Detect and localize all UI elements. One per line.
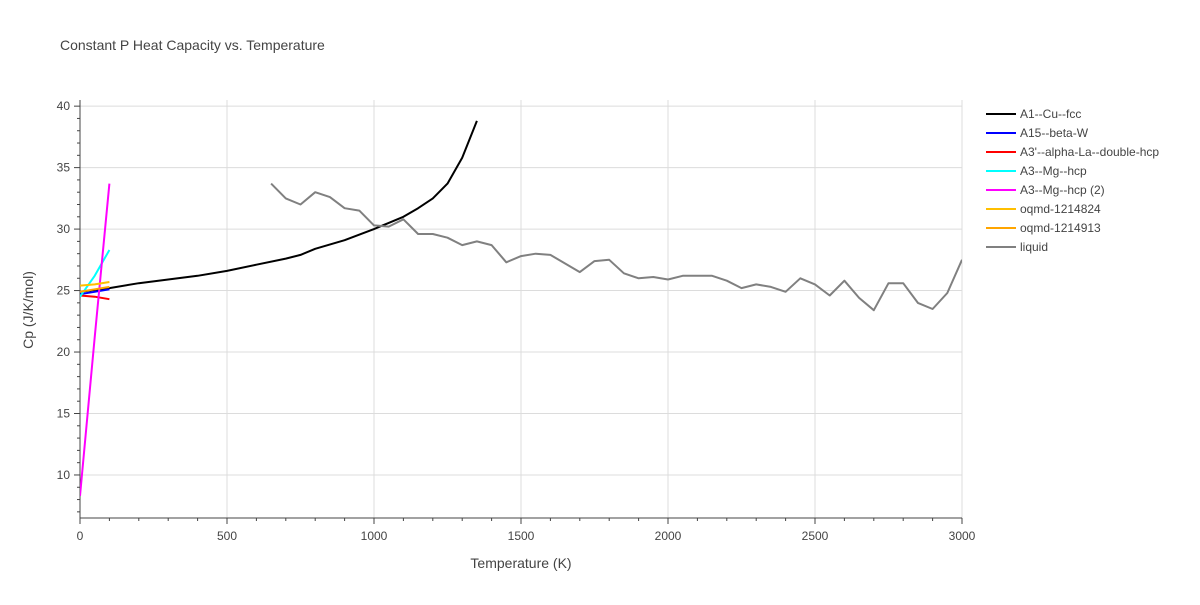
y-axis-label: Cp (J/K/mol) bbox=[20, 271, 36, 349]
y-tick-label: 25 bbox=[57, 284, 71, 298]
legend-label: oqmd-1214824 bbox=[1020, 202, 1101, 216]
x-tick-label: 500 bbox=[217, 529, 237, 543]
y-tick-label: 20 bbox=[57, 345, 71, 359]
legend-label: A1--Cu--fcc bbox=[1020, 107, 1081, 121]
legend-label: A15--beta-W bbox=[1020, 126, 1089, 140]
y-tick-label: 15 bbox=[57, 407, 71, 421]
series-line-5 bbox=[80, 281, 110, 287]
series-line-2 bbox=[80, 294, 110, 301]
chart-title: Constant P Heat Capacity vs. Temperature bbox=[60, 37, 325, 53]
x-tick-label: 1500 bbox=[508, 529, 535, 543]
y-tick-label: 40 bbox=[57, 99, 71, 113]
series-line-6 bbox=[80, 285, 110, 293]
grid bbox=[79, 100, 963, 518]
legend-label: A3--Mg--hcp bbox=[1020, 164, 1087, 178]
series-line-1 bbox=[80, 288, 110, 296]
x-tick-label: 1000 bbox=[361, 529, 388, 543]
x-tick-label: 0 bbox=[77, 529, 84, 543]
y-tick-label: 10 bbox=[57, 468, 71, 482]
legend-label: A3'--alpha-La--double-hcp bbox=[1020, 145, 1159, 159]
y-tick-label: 30 bbox=[57, 222, 71, 236]
x-tick-label: 2500 bbox=[802, 529, 829, 543]
y-tick-label: 35 bbox=[57, 161, 71, 175]
x-axis-label: Temperature (K) bbox=[470, 555, 571, 571]
x-tick-label: 2000 bbox=[655, 529, 682, 543]
series-line-3 bbox=[80, 249, 111, 298]
legend-label: oqmd-1214913 bbox=[1020, 221, 1101, 235]
axes: 0 500 1000 1500 2000 2500 3000 10 15 20 25 30 35 40 bbox=[57, 99, 976, 543]
series-lines bbox=[80, 120, 962, 496]
series-line-7 bbox=[270, 182, 962, 312]
legend: A1--Cu--fcc A15--beta-W A3'--alpha-La--dou… bbox=[986, 107, 1159, 254]
series-line-0 bbox=[80, 120, 478, 293]
legend-label: A3--Mg--hcp (2) bbox=[1020, 183, 1105, 197]
x-tick-label: 3000 bbox=[949, 529, 976, 543]
series-line-4 bbox=[80, 183, 111, 496]
legend-label: liquid bbox=[1020, 240, 1048, 254]
